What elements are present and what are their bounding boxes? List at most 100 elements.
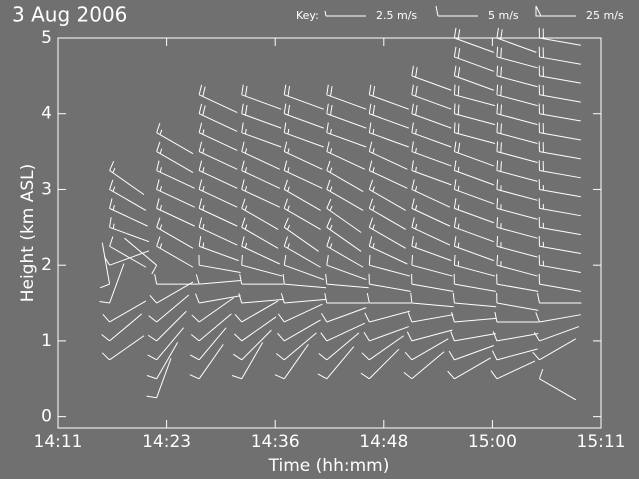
wind-barb — [360, 348, 400, 380]
wind-barb — [326, 84, 367, 110]
wind-barb — [99, 242, 111, 289]
y-axis-label: Height (km ASL) — [18, 164, 38, 303]
wind-barb — [538, 254, 581, 273]
wind-barb — [538, 84, 581, 103]
wind-barb — [241, 179, 280, 208]
key-text: 25 m/s — [586, 9, 624, 22]
wind-barb — [283, 160, 323, 189]
wind-barb — [496, 46, 538, 69]
wind-barb — [368, 122, 409, 148]
wind-barb — [538, 198, 581, 217]
wind-barb — [101, 313, 143, 342]
x-tick-label: 14:23 — [142, 432, 191, 452]
chart-title: 3 Aug 2006 — [12, 3, 127, 27]
wind-barb — [453, 254, 496, 277]
wind-barb — [496, 217, 538, 239]
wind-barb — [241, 217, 279, 249]
wind-barb — [241, 198, 279, 230]
wind-barb — [368, 141, 408, 170]
x-tick-label: 14:48 — [359, 432, 408, 452]
wind-barb — [283, 255, 324, 281]
wind-barb — [109, 217, 150, 243]
key-barb — [435, 5, 478, 17]
wind-barb — [198, 122, 238, 151]
wind-barb — [101, 335, 145, 361]
wind-barb — [536, 292, 582, 304]
wind-barb — [277, 319, 321, 342]
wind-barb — [448, 345, 495, 361]
wind-barb — [453, 160, 495, 186]
wind-barb — [453, 141, 495, 167]
wind-barb — [411, 160, 452, 186]
wind-barb — [317, 346, 355, 380]
wind-barb — [283, 84, 324, 110]
wind-barb — [491, 348, 538, 361]
wind-barb — [411, 273, 454, 292]
wind-barb — [496, 84, 538, 107]
wind-barb — [241, 122, 282, 148]
x-tick-label: 14:36 — [251, 432, 300, 452]
wind-barb — [410, 292, 454, 308]
wind-barb — [198, 160, 238, 189]
wind-barb — [282, 273, 327, 289]
wind-barb — [99, 263, 125, 304]
key-text: 5 m/s — [488, 9, 519, 22]
wind-barb — [411, 84, 452, 110]
plot-frame — [57, 37, 602, 429]
wind-barb — [326, 198, 362, 233]
wind-barb — [368, 198, 406, 230]
wind-barb — [325, 273, 369, 289]
wind-barb — [156, 122, 194, 155]
y-tick-label: 5 — [41, 28, 52, 48]
wind-barb — [146, 342, 179, 380]
wind-barb — [538, 46, 581, 65]
wind-barb — [326, 122, 367, 148]
wind-barb — [156, 141, 194, 174]
wind-barb — [241, 84, 282, 110]
wind-barb — [538, 273, 581, 292]
wind-barb — [109, 160, 145, 196]
wind-barb — [532, 338, 577, 361]
x-tick-label: 14:11 — [34, 432, 83, 452]
wind-barb — [406, 329, 453, 342]
wind-barb — [368, 236, 408, 265]
wind-barb — [189, 327, 227, 361]
wind-barb — [453, 236, 495, 262]
wind-barb — [538, 179, 581, 198]
wind-barb — [368, 273, 411, 292]
wind-barb — [411, 198, 451, 227]
wind-barb — [411, 122, 452, 148]
wind-barb — [366, 292, 412, 304]
wind-barb — [411, 254, 453, 277]
x-tick-label: 15:00 — [468, 432, 517, 452]
wind-barb — [156, 217, 194, 249]
wind-barb — [453, 217, 495, 243]
wind-barb — [233, 316, 277, 342]
wind-barb — [198, 217, 238, 246]
y-tick-label: 0 — [41, 407, 52, 427]
y-tick-label: 1 — [41, 331, 52, 351]
wind-barb — [538, 27, 581, 46]
wind-barb — [538, 217, 581, 236]
wind-barb — [326, 160, 364, 192]
wind-barb — [238, 293, 284, 304]
wind-barb — [447, 357, 492, 380]
wind-barb — [241, 236, 280, 265]
wind-barb — [453, 273, 496, 292]
wind-barb — [326, 103, 367, 129]
wind-barb — [496, 65, 538, 88]
wind-barb — [368, 160, 408, 189]
wind-barb — [453, 65, 495, 91]
wind-barb — [496, 179, 538, 201]
wind-barb — [451, 312, 497, 323]
wind-barb — [411, 103, 452, 129]
wind-barb — [411, 141, 452, 167]
wind-barb — [321, 307, 367, 323]
wind-barb — [496, 273, 539, 292]
wind-barb — [198, 236, 239, 262]
wind-barb — [326, 141, 366, 170]
wind-barb — [492, 331, 539, 342]
wind-barb — [283, 122, 324, 148]
wind-barb — [275, 332, 317, 361]
wind-barb — [403, 351, 445, 380]
